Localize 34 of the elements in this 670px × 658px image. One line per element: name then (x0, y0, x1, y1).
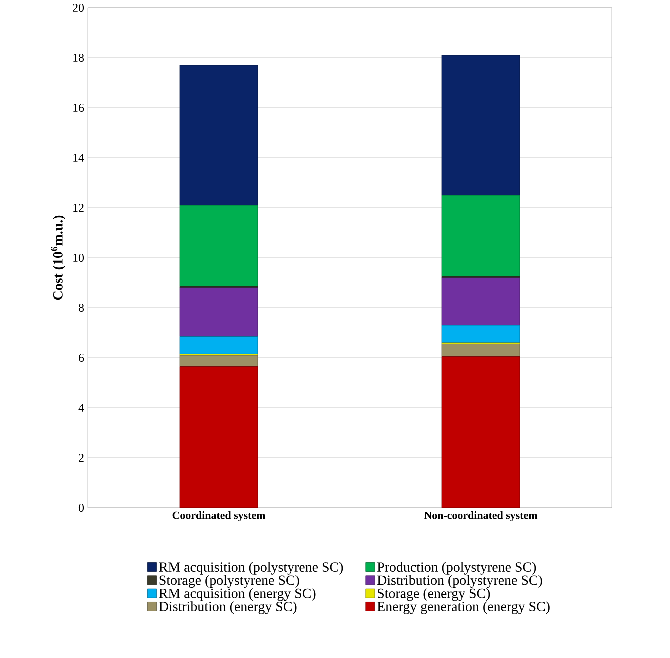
y-tick-label: 8 (78, 304, 84, 312)
y-tick-label: 6 (79, 354, 84, 362)
y-tick-label: 12 (74, 204, 84, 212)
legend-label: Storage (energy SC) (378, 588, 490, 602)
bar (180, 288, 258, 337)
bar (180, 65, 258, 206)
bar (442, 55, 520, 196)
legend-label: RM acquisition (energy SC) (159, 588, 316, 602)
x-tick-label: Non-coordinated system (424, 512, 538, 522)
legend-label: Energy generation (energy SC) (378, 602, 550, 614)
legend-label: Distribution (energy SC) (159, 602, 297, 614)
y-tick-label: 16 (74, 104, 84, 112)
bar (442, 325, 520, 344)
bar (442, 278, 520, 326)
legend-label: Production (polystyrene SC) (378, 562, 536, 575)
y-tick-label: 2 (79, 454, 84, 462)
y-tick-label: 14 (74, 154, 84, 162)
bar (442, 195, 520, 277)
legend-label: RM acquisition (polystyrene SC) (159, 562, 344, 575)
y-tick-label: 20 (73, 4, 84, 12)
legend-label: Distribution (polystyrene SC) (378, 575, 542, 588)
x-tick-label: Coordinated system (172, 512, 266, 522)
bar (180, 336, 258, 354)
y-tick-label: 4 (78, 404, 84, 412)
bar (442, 356, 520, 508)
legend-label: Storage (polystyrene SC) (160, 575, 300, 588)
y-tick-label: 0 (78, 504, 84, 512)
y-tick-label: 10 (74, 254, 84, 262)
bar (180, 355, 258, 367)
bar (180, 205, 258, 287)
y-tick-label: 18 (74, 54, 84, 62)
bar (180, 366, 258, 508)
bar (442, 344, 520, 357)
y-axis-title: Cost (10$^{6}$m.u.) (51, 216, 66, 300)
